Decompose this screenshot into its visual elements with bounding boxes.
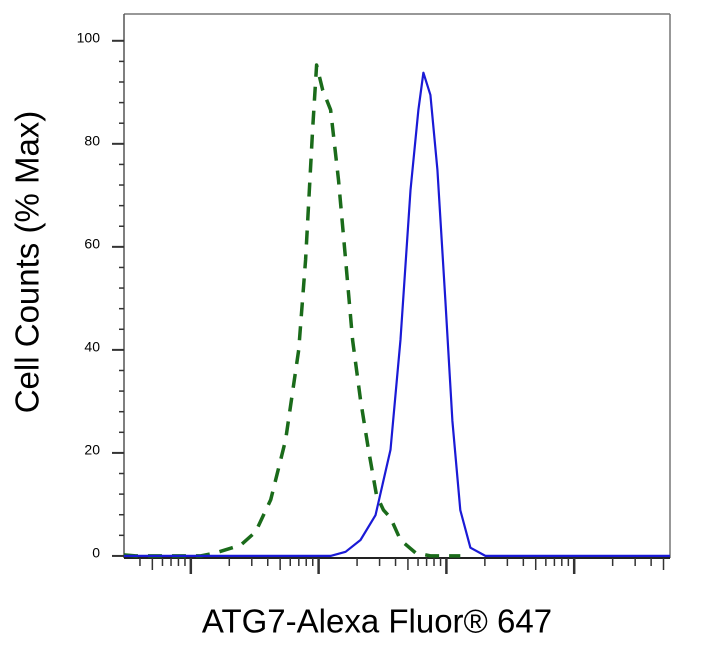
- y-tick-label: 100: [77, 29, 101, 45]
- x-axis-title: ATG7-Alexa Fluor® 647: [202, 603, 552, 640]
- y-tick-label: 60: [84, 236, 100, 252]
- y-tick-label: 80: [84, 133, 100, 149]
- y-tick-label: 20: [84, 442, 100, 458]
- y-tick-label: 0: [92, 545, 100, 561]
- sample-curve: [124, 71, 670, 558]
- y-tick-label: 40: [84, 339, 100, 355]
- control-curve: [123, 63, 461, 558]
- y-axis-title: Cell Counts (% Max): [9, 111, 46, 414]
